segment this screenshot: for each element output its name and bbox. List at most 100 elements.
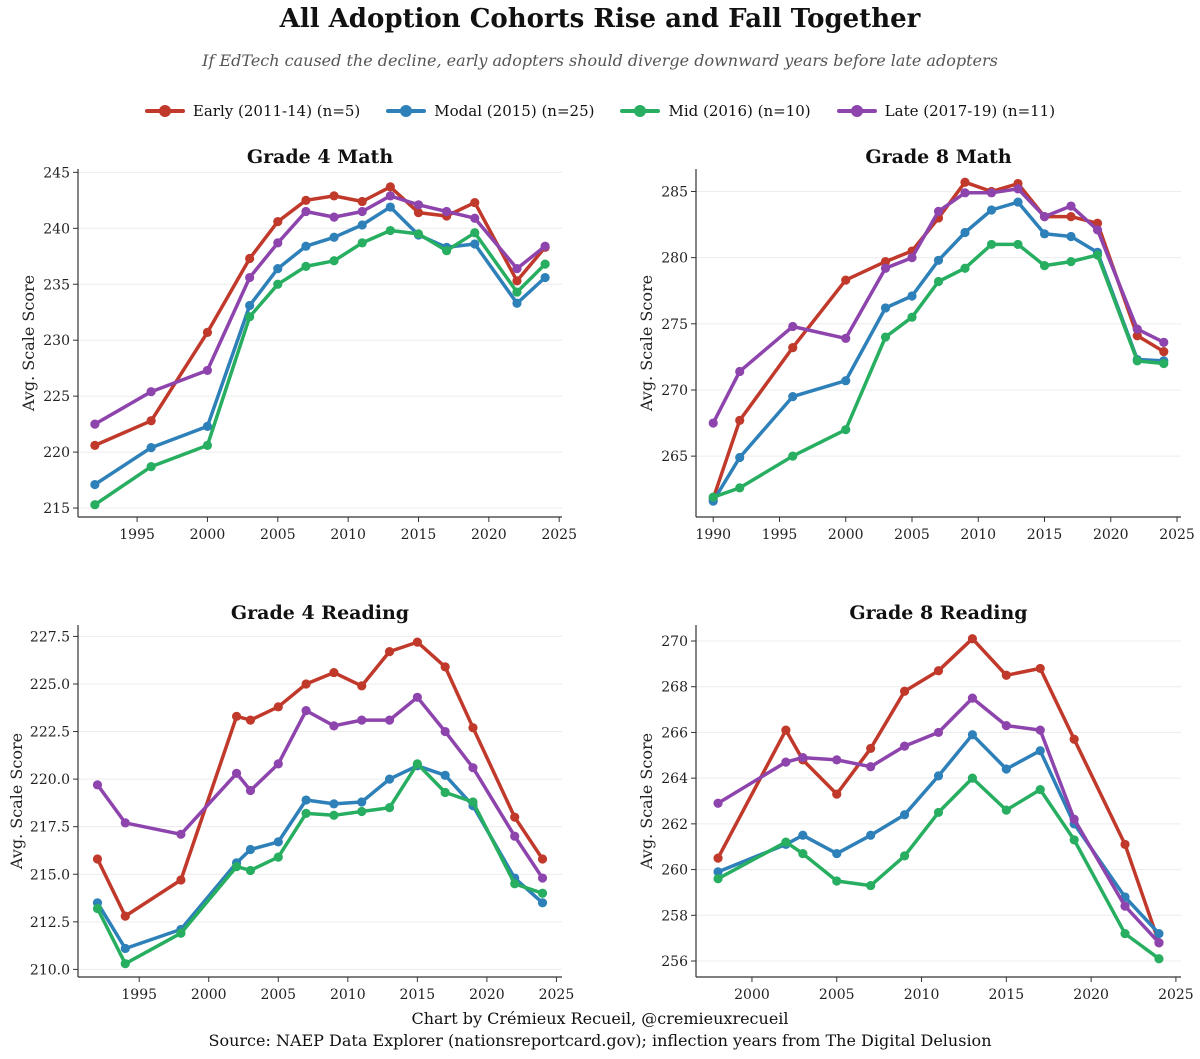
grade-4-math-series-mid-point <box>273 279 283 289</box>
grade-4-math-xtick-label: 2015 <box>401 527 437 543</box>
grade-4-reading-series-modal-point <box>120 943 130 954</box>
grade-4-math-series-late-point <box>413 200 424 210</box>
grade-8-math-series-modal-point <box>1013 197 1023 207</box>
grade-8-math-series-early-point <box>960 177 970 187</box>
legend-label-late: Late (2017-19) (n=11) <box>884 102 1056 120</box>
grade-4-math-xtick-label: 2005 <box>260 527 296 543</box>
grade-4-reading-series-mid-point <box>329 810 339 820</box>
grade-4-reading-series-modal-point <box>301 795 311 805</box>
grade-4-reading-series-late-point <box>245 785 256 796</box>
grade-4-math-series-modal-line <box>93 205 547 487</box>
grade-8-math-series-late-point <box>1013 184 1023 194</box>
grade-4-math-series-mid-point <box>90 500 100 510</box>
grade-8-reading-xtick-label: 2005 <box>819 987 855 1003</box>
legend-item-late: Late (2017-19) (n=11) <box>836 102 1056 120</box>
grade-4-math-series-modal-point <box>273 263 283 274</box>
grade-4-math-series-late-point <box>301 206 311 217</box>
grade-8-math-series-modal-point <box>960 227 970 238</box>
legend-label-modal: Modal (2015) (n=25) <box>434 102 595 120</box>
grade-8-reading-series-modal-point <box>832 848 842 859</box>
legend-swatch-late <box>836 105 877 117</box>
grade-8-math-series-mid-point <box>708 492 718 502</box>
grade-4-reading-series-mid-point <box>510 879 520 889</box>
grade-4-reading-series-late-point <box>537 873 548 883</box>
grade-8-math-series-mid-point <box>880 332 891 342</box>
grade-4-math-series-mid-point <box>357 238 367 248</box>
grade-8-reading-series-late-point <box>1120 901 1130 911</box>
grade-8-reading-series-modal-point <box>866 830 876 840</box>
grade-4-reading-xtick-label: 2005 <box>260 987 296 1003</box>
grade-4-math-series-early-point <box>301 195 311 205</box>
credit: Chart by Crémieux Recueil, @cremieuxrecu… <box>0 1008 1200 1052</box>
grade-8-math-series-modal-point <box>841 376 851 386</box>
grade-8-math-series-modal-point <box>735 452 745 463</box>
grade-4-math-xtick-label: 2000 <box>190 527 226 543</box>
grade-4-reading-series-mid-point <box>468 797 478 807</box>
grade-4-math-xtick-label: 2025 <box>541 527 577 543</box>
grade-4-reading-series-modal-point <box>440 770 450 780</box>
grade-4-math-series-early-point <box>329 191 339 201</box>
grade-4-reading-series-late-point <box>468 763 478 773</box>
grade-4-reading-series-early-point <box>120 911 130 921</box>
grade-4-math-series-mid-line <box>93 228 547 507</box>
grade-4-reading-ytick-label: 222.5 <box>30 725 70 741</box>
grade-4-math-title: Grade 4 Math <box>247 146 393 168</box>
grade-4-math-series-modal-point <box>202 421 213 431</box>
grade-4-reading-series-early-point <box>510 812 520 822</box>
grade-4-math-series-mid-point <box>301 261 311 271</box>
grade-8-math-series-late-point <box>907 253 917 263</box>
legend-label-mid: Mid (2016) (n=10) <box>668 102 811 120</box>
grade-8-math-series-early-point <box>788 343 798 353</box>
grade-8-math-series-late-point <box>986 188 997 198</box>
grade-8-math-series-mid-point <box>933 276 944 287</box>
grade-8-reading-series-late-point <box>1001 720 1011 731</box>
grade-8-reading-series-early-point <box>866 743 876 754</box>
grade-8-reading-xtick-label: 2025 <box>1158 987 1194 1003</box>
grade-8-reading-series-modal-point <box>798 830 808 840</box>
grade-8-math-series-mid-point <box>1039 260 1050 271</box>
grade-4-reading-series-early-point <box>537 854 548 864</box>
grade-4-reading-ytick-label: 220.0 <box>30 772 70 788</box>
grade-4-reading-ytick-label: 212.5 <box>30 915 70 931</box>
grade-8-reading-series-late-point <box>1035 725 1045 735</box>
grade-8-math-series-late-point <box>1159 337 1169 347</box>
grade-4-reading-series-late-point <box>357 715 367 725</box>
grade-8-math-series-mid-point <box>1066 257 1076 267</box>
grade-4-math-series-late-point <box>329 212 339 222</box>
grade-8-reading-ytick-label: 256 <box>661 954 688 970</box>
grade-4-math-ytick-label: 215 <box>43 501 70 517</box>
grade-8-reading-series-mid-point <box>713 874 723 884</box>
grade-8-reading-series-late-point <box>1154 938 1164 948</box>
grade-4-reading-series-mid-point <box>231 862 242 872</box>
grade-4-math-series-modal-point <box>329 232 339 242</box>
grade-4-math-ytick-label: 230 <box>43 333 70 349</box>
grade-4-reading-series-early-point <box>231 711 242 721</box>
grade-4-reading-series-late-point <box>273 759 283 769</box>
grade-4-reading-xtick-label: 2015 <box>400 987 436 1003</box>
grade-4-reading-series-early-point <box>245 715 256 725</box>
grade-4-reading-series-mid-point <box>176 928 186 938</box>
chart-subtitle: If EdTech caused the decline, early adop… <box>202 51 998 70</box>
grade-4-math-series-mid-point <box>442 246 452 256</box>
grade-4-math-series-early-point <box>385 182 395 192</box>
grade-8-math-series-late-point <box>933 206 944 216</box>
grade-8-math-series-mid-point <box>960 263 970 273</box>
grade-8-math-xtick-label: 2015 <box>1027 527 1063 543</box>
grade-8-reading-series-early-line <box>716 636 1161 945</box>
grade-4-reading-series-early-point <box>92 854 103 864</box>
grade-8-reading-series-mid-point <box>1120 928 1130 939</box>
grade-4-math-series-late-point <box>470 213 480 223</box>
grade-8-math-xtick-label: 2020 <box>1093 527 1129 543</box>
legend: Early (2011-14) (n=5) Modal (2015) (n=25… <box>0 102 1200 120</box>
grade-4-math-series-early-point <box>357 196 367 207</box>
grade-4-math-series-modal-point <box>245 300 255 311</box>
grade-8-reading-series-modal-point <box>713 867 723 877</box>
grade-4-math-panel: 215 220 225 230 235 240 245 1995 2000 2005 2010 201… <box>19 146 577 543</box>
grade-4-math-series-early-point <box>273 216 283 227</box>
grade-4-math-series-late-point <box>442 206 452 217</box>
grade-8-reading-xtick-label: 2020 <box>1073 987 1109 1003</box>
grade-4-math-series-early-point <box>90 440 100 450</box>
grade-4-math-xtick-label: 2010 <box>330 527 366 543</box>
grade-8-reading-series-early-point <box>933 666 944 676</box>
grade-8-reading-title: Grade 8 Reading <box>849 602 1027 624</box>
